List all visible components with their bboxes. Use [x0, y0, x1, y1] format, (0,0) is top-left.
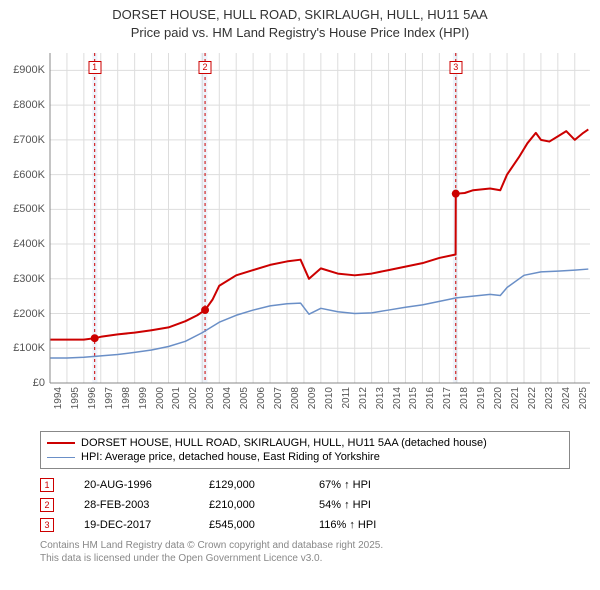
legend-swatch — [47, 442, 75, 444]
y-tick-label: £0 — [0, 377, 45, 389]
y-tick-label: £900K — [0, 64, 45, 76]
marker-price: £545,000 — [209, 519, 289, 531]
y-tick-label: £200K — [0, 308, 45, 320]
marker-delta: 116% ↑ HPI — [319, 519, 429, 531]
title-line-2: Price paid vs. HM Land Registry's House … — [0, 24, 600, 42]
marker-badge: 1 — [40, 478, 54, 492]
plot-marker-badge: 3 — [449, 61, 462, 74]
marker-delta: 67% ↑ HPI — [319, 479, 429, 491]
y-tick-label: £100K — [0, 342, 45, 354]
marker-date: 20-AUG-1996 — [84, 479, 179, 491]
marker-date: 19-DEC-2017 — [84, 519, 179, 531]
y-tick-label: £600K — [0, 169, 45, 181]
y-tick-label: £800K — [0, 99, 45, 111]
title-line-1: DORSET HOUSE, HULL ROAD, SKIRLAUGH, HULL… — [0, 6, 600, 24]
y-tick-label: £500K — [0, 203, 45, 215]
chart-container: DORSET HOUSE, HULL ROAD, SKIRLAUGH, HULL… — [0, 0, 600, 590]
plot-marker-badge: 2 — [199, 61, 212, 74]
y-tick-label: £700K — [0, 134, 45, 146]
x-tick-label: 2025 — [578, 387, 600, 409]
y-tick-label: £300K — [0, 273, 45, 285]
legend-swatch — [47, 457, 75, 458]
marker-row: 3 19-DEC-2017 £545,000 116% ↑ HPI — [40, 515, 570, 535]
footer-note: Contains HM Land Registry data © Crown c… — [40, 539, 570, 565]
chart-svg — [0, 43, 600, 423]
marker-badge: 3 — [40, 518, 54, 532]
marker-price: £210,000 — [209, 499, 289, 511]
legend-label: HPI: Average price, detached house, East… — [81, 451, 380, 463]
footer-line-1: Contains HM Land Registry data © Crown c… — [40, 539, 570, 552]
marker-date: 28-FEB-2003 — [84, 499, 179, 511]
chart-plot-area: £0 £100K £200K £300K £400K £500K £600K £700K £80… — [0, 43, 600, 423]
marker-badge: 2 — [40, 498, 54, 512]
marker-delta: 54% ↑ HPI — [319, 499, 429, 511]
y-tick-label: £400K — [0, 238, 45, 250]
legend: DORSET HOUSE, HULL ROAD, SKIRLAUGH, HULL… — [40, 431, 570, 469]
chart-title: DORSET HOUSE, HULL ROAD, SKIRLAUGH, HULL… — [0, 0, 600, 43]
marker-price: £129,000 — [209, 479, 289, 491]
footer-line-2: This data is licensed under the Open Gov… — [40, 552, 570, 565]
legend-item: HPI: Average price, detached house, East… — [47, 450, 563, 464]
marker-table: 1 20-AUG-1996 £129,000 67% ↑ HPI 2 28-FEB-200… — [40, 475, 570, 535]
marker-row: 2 28-FEB-2003 £210,000 54% ↑ HPI — [40, 495, 570, 515]
plot-marker-badge: 1 — [88, 61, 101, 74]
legend-item: DORSET HOUSE, HULL ROAD, SKIRLAUGH, HULL… — [47, 436, 563, 450]
legend-label: DORSET HOUSE, HULL ROAD, SKIRLAUGH, HULL… — [81, 437, 487, 449]
marker-row: 1 20-AUG-1996 £129,000 67% ↑ HPI — [40, 475, 570, 495]
